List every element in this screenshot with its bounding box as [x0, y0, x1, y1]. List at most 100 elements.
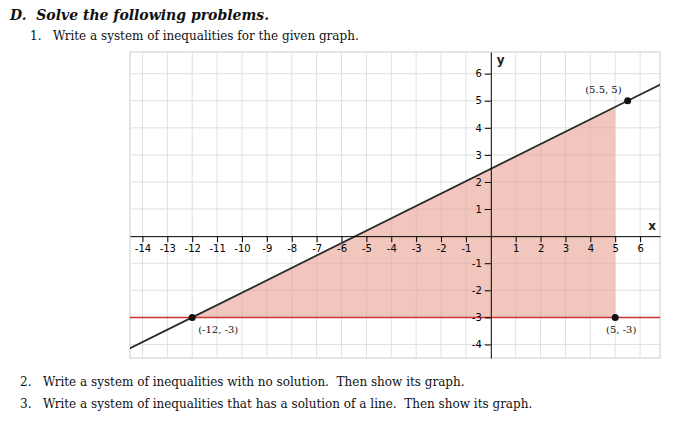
x-tick-mark — [167, 236, 168, 242]
x-tick: -2 — [437, 236, 447, 254]
chart: D. Solve the following problems. 1. Write… — [0, 0, 680, 424]
x-tick-label: 1 — [513, 243, 519, 254]
y-tick: 3 — [475, 150, 490, 161]
y-tick-label: -2 — [472, 285, 482, 296]
point-label: (5.5, 5) — [585, 84, 622, 95]
x-tick-label: 5 — [613, 243, 619, 254]
x-tick-mark — [516, 236, 517, 242]
y-tick: -1 — [472, 258, 491, 269]
grid-line — [130, 100, 660, 101]
x-tick-label: -12 — [185, 243, 201, 254]
y-tick: 1 — [475, 204, 490, 215]
y-axis: -4 -3 -2 -1 1 2 3 4 5 6 — [472, 53, 491, 359]
x-tick-mark — [242, 236, 243, 242]
annotation: 2. Write a system of inequalities with n… — [20, 375, 465, 389]
x-tick-mark — [541, 236, 542, 242]
y-tick-label: 3 — [475, 150, 481, 161]
x-tick-mark — [217, 236, 218, 242]
x-tick: -5 — [362, 236, 372, 254]
x-tick-label: -5 — [362, 243, 372, 254]
y-tick-mark — [485, 101, 491, 102]
x-tick: 1 — [513, 236, 519, 254]
x-tick-mark — [292, 236, 293, 242]
y-axis-line — [491, 53, 492, 359]
x-tick: -12 — [185, 236, 201, 254]
x-tick: -11 — [209, 236, 225, 254]
y-tick: 5 — [475, 95, 490, 106]
x-tick-label: -8 — [287, 243, 297, 254]
x-tick-mark — [466, 236, 467, 242]
x-tick-label: 6 — [637, 243, 643, 254]
x-tick: -7 — [312, 236, 322, 254]
x-axis: -14-13-12-11-10-9-8-7-6-5-4-3-2-1123456 — [131, 236, 661, 254]
x-tick-label: -2 — [437, 243, 447, 254]
y-tick-label: 2 — [475, 177, 481, 188]
grid-line — [167, 52, 168, 358]
plot: (-12, -3)(5.5, 5)(5, -3)-14-13-12-11-10-… — [0, 0, 680, 424]
x-tick: -3 — [412, 236, 422, 254]
y-tick-mark — [485, 128, 491, 129]
grid-line — [640, 52, 641, 358]
x-tick-mark — [640, 236, 641, 242]
y-tick-label: 5 — [475, 95, 481, 106]
x-tick-mark — [317, 236, 318, 242]
y-tick-label: -4 — [472, 339, 482, 350]
y-tick-mark — [485, 74, 491, 75]
x-tick-mark — [366, 236, 367, 242]
grid-line — [130, 73, 660, 74]
y-tick-mark — [485, 182, 491, 183]
y-tick: 4 — [475, 123, 490, 134]
x-tick-mark — [590, 236, 591, 242]
x-tick-mark — [267, 236, 268, 242]
boundary-line — [130, 52, 660, 358]
x-tick-mark — [342, 236, 343, 242]
y-tick-mark — [485, 263, 491, 264]
x-tick-label: -10 — [234, 243, 250, 254]
x-tick-label: 3 — [563, 243, 569, 254]
x-tick-mark — [565, 236, 566, 242]
x-tick-label: -11 — [209, 243, 225, 254]
x-tick-label: -13 — [160, 243, 176, 254]
y-tick: 2 — [475, 177, 490, 188]
y-tick: -2 — [472, 285, 491, 296]
x-tick-label: -3 — [412, 243, 422, 254]
y-tick: 6 — [475, 68, 490, 79]
x-tick-label: -6 — [337, 243, 347, 254]
point — [612, 314, 619, 321]
x-tick-mark — [192, 236, 193, 242]
y-tick-label: 6 — [475, 68, 481, 79]
y-tick: -3 — [472, 312, 491, 323]
x-axis-line — [131, 236, 661, 237]
x-tick: -13 — [160, 236, 176, 254]
annotation: 3. Write a system of inequalities that h… — [20, 397, 532, 411]
x-tick: -9 — [262, 236, 272, 254]
x-tick-label: 4 — [588, 243, 594, 254]
marks — [130, 52, 660, 358]
x-tick-mark — [391, 236, 392, 242]
y-tick: -4 — [472, 339, 491, 350]
y-axis-label: y — [497, 53, 505, 67]
x-tick: -14 — [135, 236, 151, 254]
point — [624, 97, 631, 104]
x-tick-label: -4 — [387, 243, 397, 254]
grid-line — [130, 344, 660, 345]
y-tick-mark — [485, 155, 491, 156]
y-tick-label: -1 — [472, 258, 482, 269]
y-tick-label: 1 — [475, 204, 481, 215]
x-tick-label: -14 — [135, 243, 151, 254]
annotation: 1. Write a system of inequalities for th… — [30, 29, 359, 43]
x-tick: 3 — [563, 236, 569, 254]
point — [189, 314, 196, 321]
grid-line — [142, 52, 143, 358]
x-tick-label: -7 — [312, 243, 322, 254]
x-tick: -10 — [234, 236, 250, 254]
x-tick-mark — [615, 236, 616, 242]
title: D. Solve the following problems. — [9, 7, 269, 23]
x-tick: 4 — [588, 236, 594, 254]
x-tick: 6 — [637, 236, 643, 254]
grid-line — [130, 317, 660, 318]
x-tick-label: -1 — [461, 243, 471, 254]
y-tick-mark — [485, 344, 491, 345]
y-tick-mark — [485, 209, 491, 210]
horizontal-line — [130, 317, 660, 319]
